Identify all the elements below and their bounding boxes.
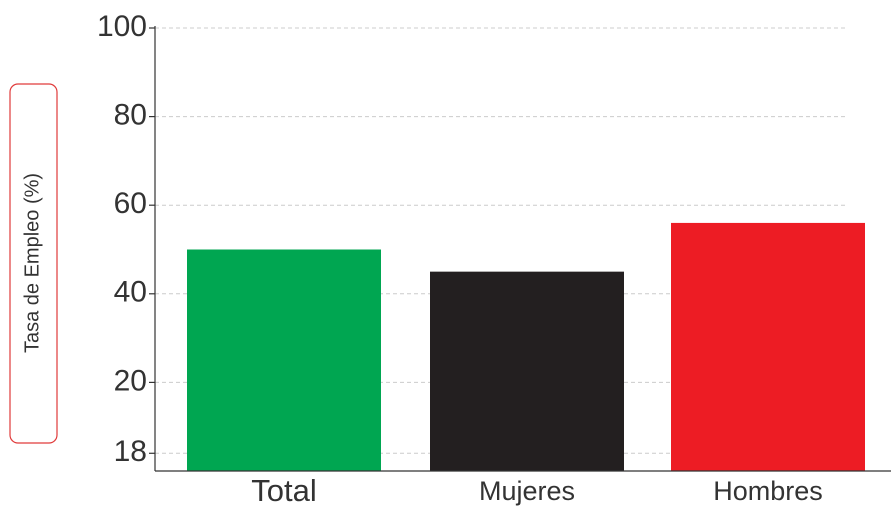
x-tick-label: Hombres	[713, 476, 823, 506]
y-tick-label: 40	[114, 276, 147, 309]
y-tick-label: 60	[114, 187, 147, 220]
y-tick-label: 80	[114, 99, 147, 132]
bar	[430, 271, 624, 471]
bar	[671, 222, 865, 471]
ylabel-box	[9, 83, 58, 444]
y-tick-label: 100	[97, 10, 147, 43]
y-axis-label: Tasa de Empleo (%)	[21, 173, 43, 353]
y-tick-label: 20	[114, 364, 147, 397]
y-tick-label: 18	[114, 435, 147, 468]
x-tick-label: Total	[251, 473, 316, 507]
bar	[187, 249, 381, 471]
x-tick-label: Mujeres	[479, 476, 575, 506]
